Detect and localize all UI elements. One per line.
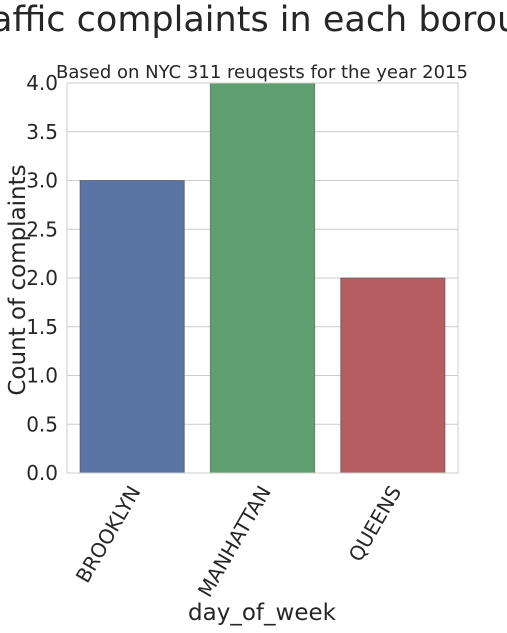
- x-tick-label: QUEENS: [344, 482, 406, 566]
- y-tick-label: 2.5: [26, 217, 58, 241]
- chart-subtitle: Based on NYC 311 reuqests for the year 2…: [56, 62, 468, 83]
- y-axis-label: Count of complaints: [5, 164, 31, 395]
- x-tick-label: MANHATTAN: [193, 482, 276, 602]
- y-tick-label: 0.0: [26, 461, 58, 485]
- x-axis-label: day_of_week: [188, 600, 337, 626]
- y-tick-label: 1.5: [26, 315, 58, 339]
- y-tick-label: 3.0: [26, 169, 58, 193]
- bar-queens: [340, 277, 446, 474]
- y-tick-label: 4.0: [26, 71, 58, 95]
- bar-manhattan: [209, 82, 316, 474]
- y-tick-label: 0.5: [26, 412, 58, 436]
- bars: [79, 82, 446, 474]
- x-tick-labels: BROOKLYN MANHATTAN QUEENS: [71, 482, 406, 602]
- bar-brooklyn: [79, 180, 185, 474]
- x-tick-label: BROOKLYN: [71, 482, 146, 587]
- chart-title: Traffic complaints in each borough: [0, 0, 507, 40]
- y-tick-label: 3.5: [26, 120, 58, 144]
- y-tick-label: 1.0: [26, 364, 58, 388]
- y-tick-label: 2.0: [26, 266, 58, 290]
- plot-frame: [66, 82, 459, 474]
- y-tick-labels: 0.0 0.5 1.0 1.5 2.0 2.5 3.0 3.5 4.0: [26, 71, 58, 485]
